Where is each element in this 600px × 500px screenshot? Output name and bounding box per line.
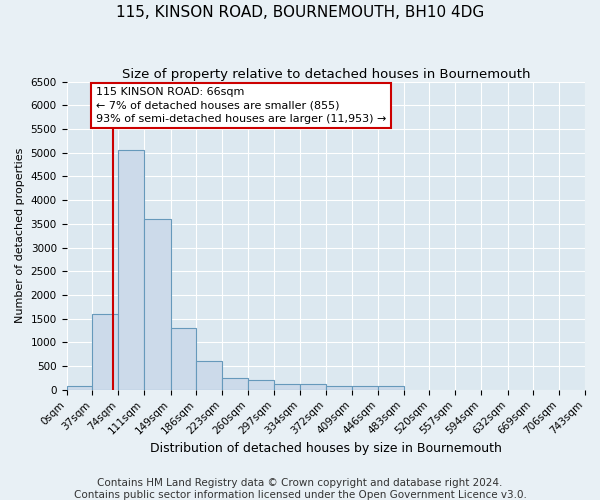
Bar — [274, 384, 299, 390]
Bar — [378, 386, 404, 390]
Bar — [92, 314, 118, 390]
Bar — [118, 150, 144, 390]
Text: 115, KINSON ROAD, BOURNEMOUTH, BH10 4DG: 115, KINSON ROAD, BOURNEMOUTH, BH10 4DG — [116, 5, 484, 20]
Y-axis label: Number of detached properties: Number of detached properties — [15, 148, 25, 324]
Bar — [170, 328, 196, 390]
Text: Contains HM Land Registry data © Crown copyright and database right 2024.
Contai: Contains HM Land Registry data © Crown c… — [74, 478, 526, 500]
Bar — [144, 219, 170, 390]
Bar — [326, 386, 352, 390]
X-axis label: Distribution of detached houses by size in Bournemouth: Distribution of detached houses by size … — [150, 442, 502, 455]
Bar — [248, 380, 274, 390]
Bar — [67, 386, 92, 390]
Bar — [299, 384, 326, 390]
Bar — [222, 378, 248, 390]
Bar — [352, 386, 378, 390]
Bar — [196, 362, 222, 390]
Title: Size of property relative to detached houses in Bournemouth: Size of property relative to detached ho… — [122, 68, 530, 80]
Text: 115 KINSON ROAD: 66sqm
← 7% of detached houses are smaller (855)
93% of semi-det: 115 KINSON ROAD: 66sqm ← 7% of detached … — [96, 88, 386, 124]
